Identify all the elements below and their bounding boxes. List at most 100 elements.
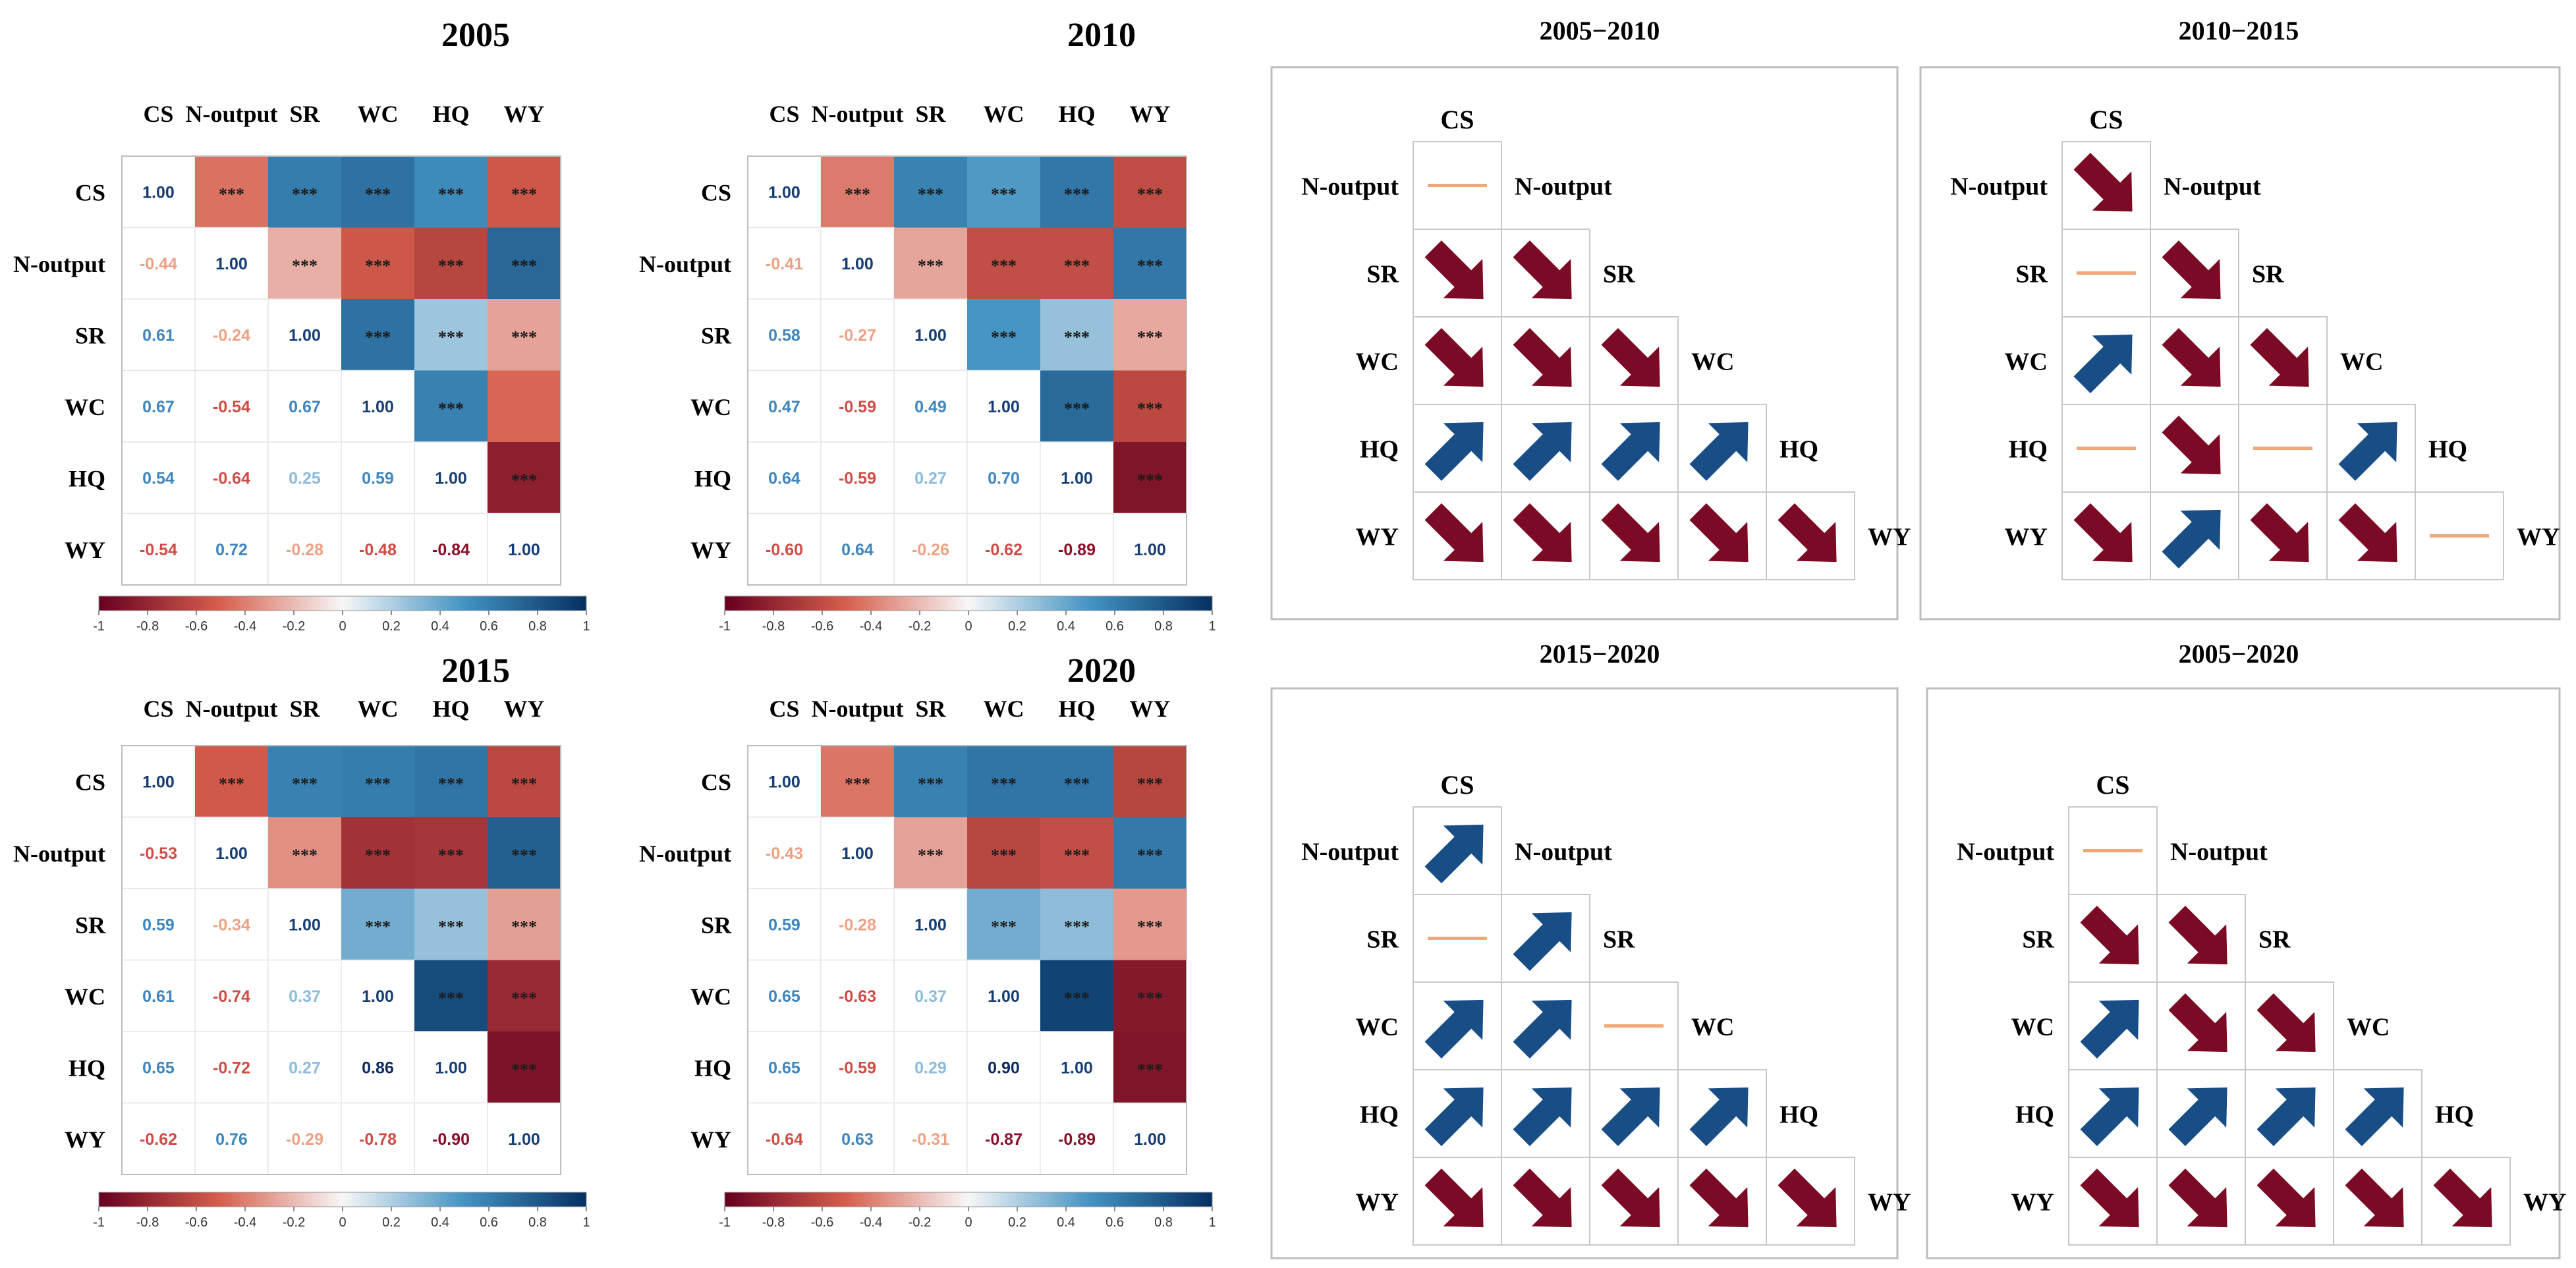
colorbar-tick-label: 0 (965, 1215, 972, 1230)
cell-value: 1.00 (435, 1059, 467, 1077)
cell-value: -0.62 (140, 1130, 177, 1149)
heatmap-cell (488, 299, 561, 371)
heatmap-cell (1040, 817, 1113, 889)
row-header: N-output (13, 841, 105, 867)
heatmap-cell (820, 370, 895, 443)
cell-value: 1.00 (215, 844, 248, 863)
column-header: WC (984, 696, 1024, 722)
trend-down-arrow (1601, 328, 1660, 387)
heatmap-cell (121, 1102, 196, 1175)
variable-label: SR (2258, 926, 2291, 954)
row-header: N-output (639, 251, 731, 277)
heatmap-cell (820, 441, 895, 514)
heatmap-panel-2010: 2010 CS N-output SR WC HQ WY CS N-output SR WC HQ WY… (639, 16, 1216, 634)
cell-value: 0.37 (914, 987, 947, 1006)
cell-value: 1.00 (289, 916, 321, 934)
heatmap-cell (341, 156, 414, 228)
significance-mark: *** (918, 774, 943, 793)
cell-value: -0.64 (766, 1130, 803, 1149)
significance-mark: *** (292, 846, 318, 865)
heatmap-cell (341, 889, 414, 960)
colorbar-tick-label: 0.6 (480, 1215, 498, 1230)
cell-value: -0.26 (912, 541, 949, 559)
trend-down-arrow (2073, 503, 2133, 563)
variable-label: HQ (1360, 436, 1399, 464)
row-header: WY (690, 537, 731, 563)
colorbar-tick-label: 0.6 (1106, 619, 1124, 634)
trend-up-arrow (1424, 824, 1484, 883)
heatmap-cell (894, 227, 967, 299)
heatmap-cell (414, 889, 488, 960)
trend-down-arrow (2073, 153, 2133, 212)
significance-mark: *** (438, 256, 464, 275)
heatmap-cell (194, 512, 269, 586)
cell-value: -0.43 (766, 844, 803, 863)
cell-value: -0.29 (286, 1130, 323, 1149)
variable-label: WY (1868, 1189, 1911, 1217)
row-header: CS (701, 179, 731, 206)
cell-value: -0.90 (432, 1130, 470, 1149)
cell-value: 1.00 (1134, 1130, 1166, 1149)
variable-label: WY (2011, 1189, 2054, 1217)
variable-label: CS (2089, 105, 2123, 134)
column-header: SR (915, 696, 946, 722)
significance-mark: *** (511, 846, 537, 865)
trend-down-arrow (1601, 503, 1660, 563)
cell-value: 1.00 (215, 255, 248, 273)
row-header: WY (690, 1126, 731, 1153)
heatmap-cell (1040, 746, 1113, 817)
heatmap-title: 2020 (1067, 652, 1136, 690)
heatmap-cell (893, 512, 968, 586)
column-header: WY (504, 101, 545, 127)
heatmap-cell (747, 959, 822, 1032)
heatmap-cell (121, 745, 196, 818)
cell-value: -0.74 (213, 987, 250, 1006)
colorbar-tick-label: -1 (93, 619, 105, 634)
heatmap-cell (820, 816, 895, 889)
cell-value: 0.58 (768, 326, 800, 345)
significance-mark: *** (1064, 989, 1090, 1008)
row-header: CS (75, 769, 105, 795)
heatmap-cell (747, 745, 822, 818)
heatmap-cell (267, 370, 342, 443)
variable-label: WY (1356, 524, 1399, 551)
trend-down-arrow (2162, 416, 2221, 475)
variable-label: CS (2096, 770, 2129, 800)
trend-panel-2010−2015: 2010−2015 CS N-output N-output SR SR WC WC HQ HQ W… (1919, 16, 2561, 620)
cell-value: 1.00 (1061, 469, 1093, 487)
cell-value: -0.59 (839, 398, 876, 416)
significance-mark: *** (1137, 399, 1163, 418)
cell-value: 1.00 (142, 773, 175, 791)
trend-up-arrow (2162, 509, 2221, 568)
cell-value: 0.27 (289, 1059, 321, 1077)
variable-label: N-output (1515, 173, 1612, 201)
cell-value: 0.59 (142, 916, 175, 934)
heatmap-cell (821, 156, 894, 228)
heatmap-cell (195, 746, 268, 817)
trend-up-arrow (1513, 422, 1572, 481)
heatmap-cell (894, 817, 967, 889)
cell-value: -0.78 (359, 1130, 397, 1149)
cell-value: 1.00 (362, 987, 394, 1006)
heatmap-cell (966, 959, 1041, 1032)
heatmap-cell (1040, 512, 1114, 586)
significance-mark: *** (511, 774, 537, 793)
row-header: N-output (13, 251, 105, 277)
variable-label: WC (1356, 1014, 1399, 1041)
heatmap-frame (747, 745, 1187, 1175)
heatmap-cell (267, 1102, 342, 1175)
heatmap-cell (341, 1102, 415, 1175)
colorbar-tick-label: 0 (339, 1215, 346, 1230)
significance-mark: *** (991, 917, 1017, 936)
colorbar-tick-label: 0.2 (382, 1215, 401, 1230)
trend-down-arrow (2080, 1169, 2139, 1228)
heatmap-cell (194, 298, 269, 372)
heatmap-cell (267, 959, 342, 1032)
heatmap-cell (121, 959, 196, 1032)
cell-value: -0.59 (839, 469, 876, 487)
variable-label: CS (1440, 105, 1474, 134)
significance-mark: *** (438, 917, 464, 936)
cell-value: -0.60 (766, 541, 803, 559)
cell-value: 1.00 (841, 844, 874, 863)
heatmap-cell (341, 441, 415, 514)
